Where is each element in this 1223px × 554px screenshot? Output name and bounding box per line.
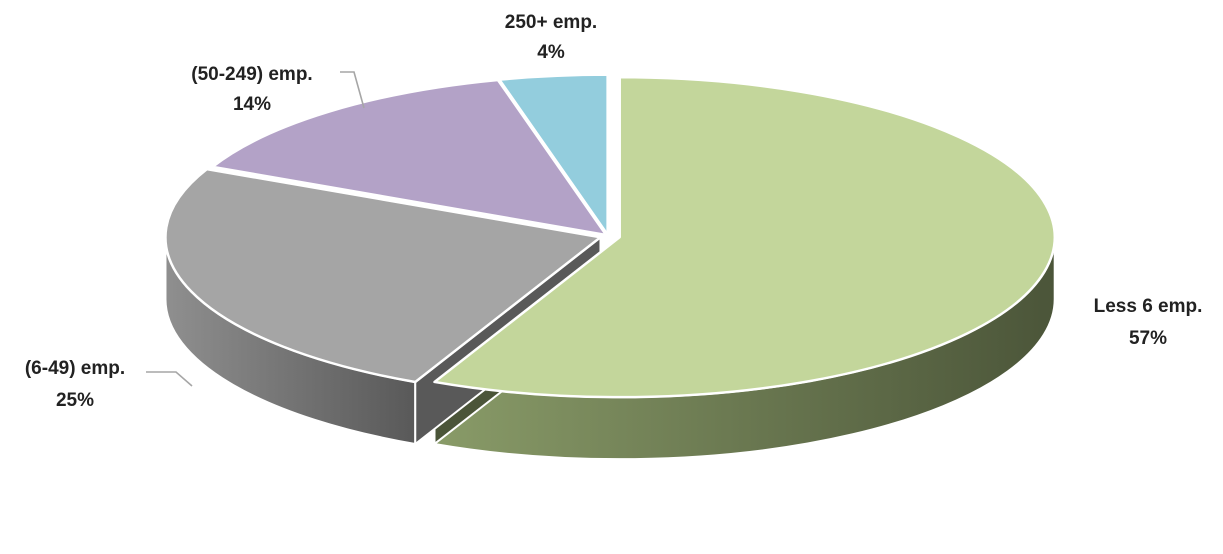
slice-label-name-1: (6-49) emp.: [25, 358, 125, 379]
slice-label-value-1: 25%: [56, 390, 94, 411]
pie-slice-2: [211, 78, 608, 237]
slice-label-name-2: (50-249) emp.: [191, 64, 312, 85]
slice-label-value-2: 14%: [233, 94, 271, 115]
pie-slice-1: [164, 167, 602, 384]
slice-label-name-3: 250+ emp.: [505, 12, 597, 33]
leader-line-1: [146, 371, 193, 387]
slice-label-value-0: 57%: [1129, 328, 1167, 349]
slice-labels: Less 6 emp. 57% (6-49) emp. 25% (50-249) emp…: [25, 12, 1203, 411]
slice-tops: [164, 73, 1056, 399]
pie-slice-3: [498, 73, 609, 236]
slice-label-name-0: Less 6 emp.: [1094, 296, 1203, 317]
slice-label-value-3: 4%: [537, 42, 565, 63]
leader-line-2: [340, 71, 365, 109]
pie-slice-0: [433, 75, 1056, 399]
leader-lines: [146, 71, 365, 387]
